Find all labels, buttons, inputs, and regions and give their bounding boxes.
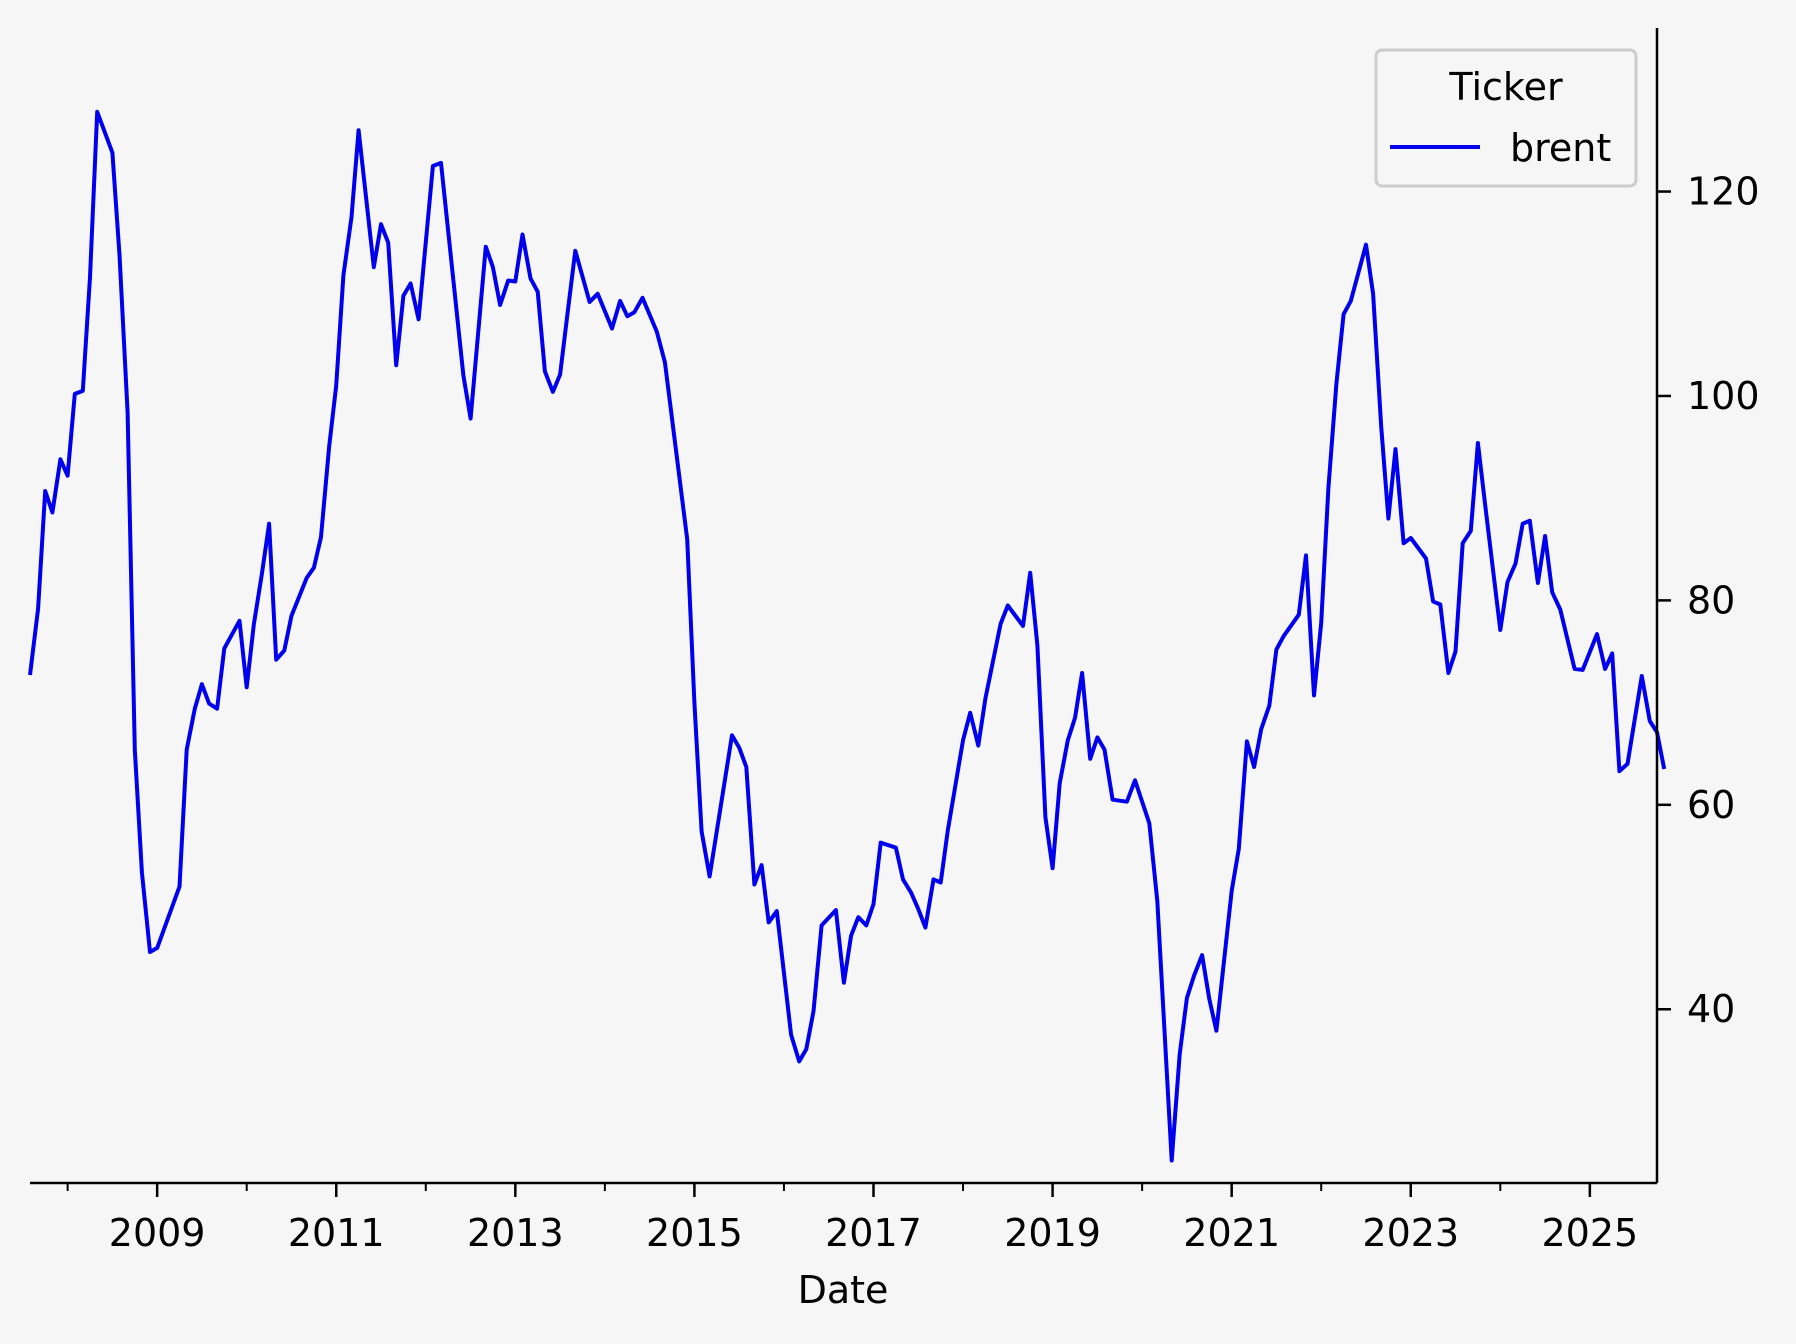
x-tick-label: 2009	[109, 1211, 206, 1255]
y-tick-label: 40	[1687, 987, 1735, 1031]
x-tick-label: 2011	[288, 1211, 385, 1255]
x-tick-label: 2013	[467, 1211, 564, 1255]
x-tick-label: 2019	[1004, 1211, 1101, 1255]
y-axis: 40 60 80 100 120	[1655, 28, 1760, 1183]
legend-frame	[1374, 48, 1638, 188]
x-axis: 2009 2011 2013 2015 2017 2019 2021 2023 2025	[30, 1181, 1657, 1255]
x-tick-label: 2025	[1541, 1211, 1638, 1255]
legend-label-brent: brent	[1510, 126, 1611, 170]
x-tick-label: 2023	[1362, 1211, 1459, 1255]
legend: Ticker brent	[1374, 48, 1638, 188]
y-tick-label: 100	[1687, 374, 1760, 418]
x-tick-label: 2015	[646, 1211, 743, 1255]
x-axis-title: Date	[798, 1268, 889, 1312]
x-tick-label: 2021	[1183, 1211, 1280, 1255]
plot-area	[28, 109, 1667, 1163]
y-tick-label: 60	[1687, 783, 1735, 827]
y-tick-label: 80	[1687, 578, 1735, 622]
x-tick-label: 2017	[825, 1211, 922, 1255]
y-tick-label: 120	[1687, 170, 1760, 214]
series-line-brent	[28, 109, 1667, 1163]
legend-title: Ticker	[1448, 65, 1563, 109]
